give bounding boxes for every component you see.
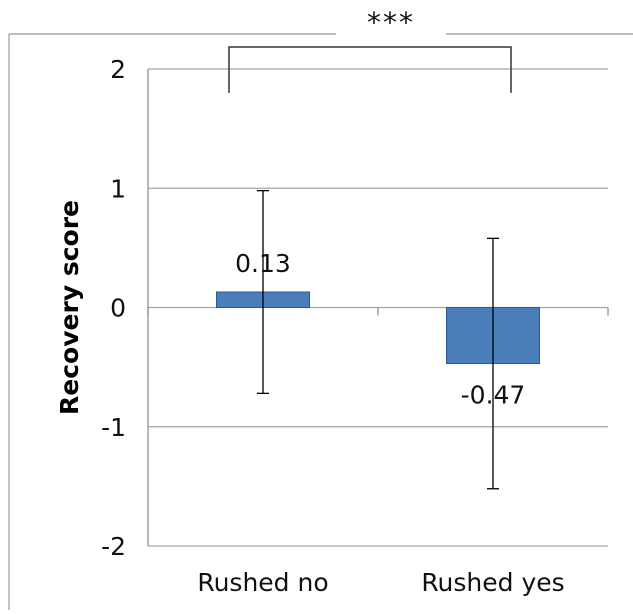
- significance-label: ***: [367, 6, 415, 39]
- data-label: -0.47: [461, 381, 526, 410]
- x-category-label: Rushed no: [197, 568, 328, 597]
- significance-bracket: [228, 46, 512, 93]
- y-axis-title: Recovery score: [55, 200, 84, 415]
- x-category-label: Rushed yes: [421, 568, 564, 597]
- y-tick-label: 0: [110, 294, 126, 323]
- y-tick-label: -1: [101, 413, 126, 442]
- y-tick-label: 2: [110, 55, 126, 84]
- y-tick-label: 1: [110, 174, 126, 203]
- data-label: 0.13: [235, 249, 291, 278]
- y-tick-label: -2: [101, 532, 126, 561]
